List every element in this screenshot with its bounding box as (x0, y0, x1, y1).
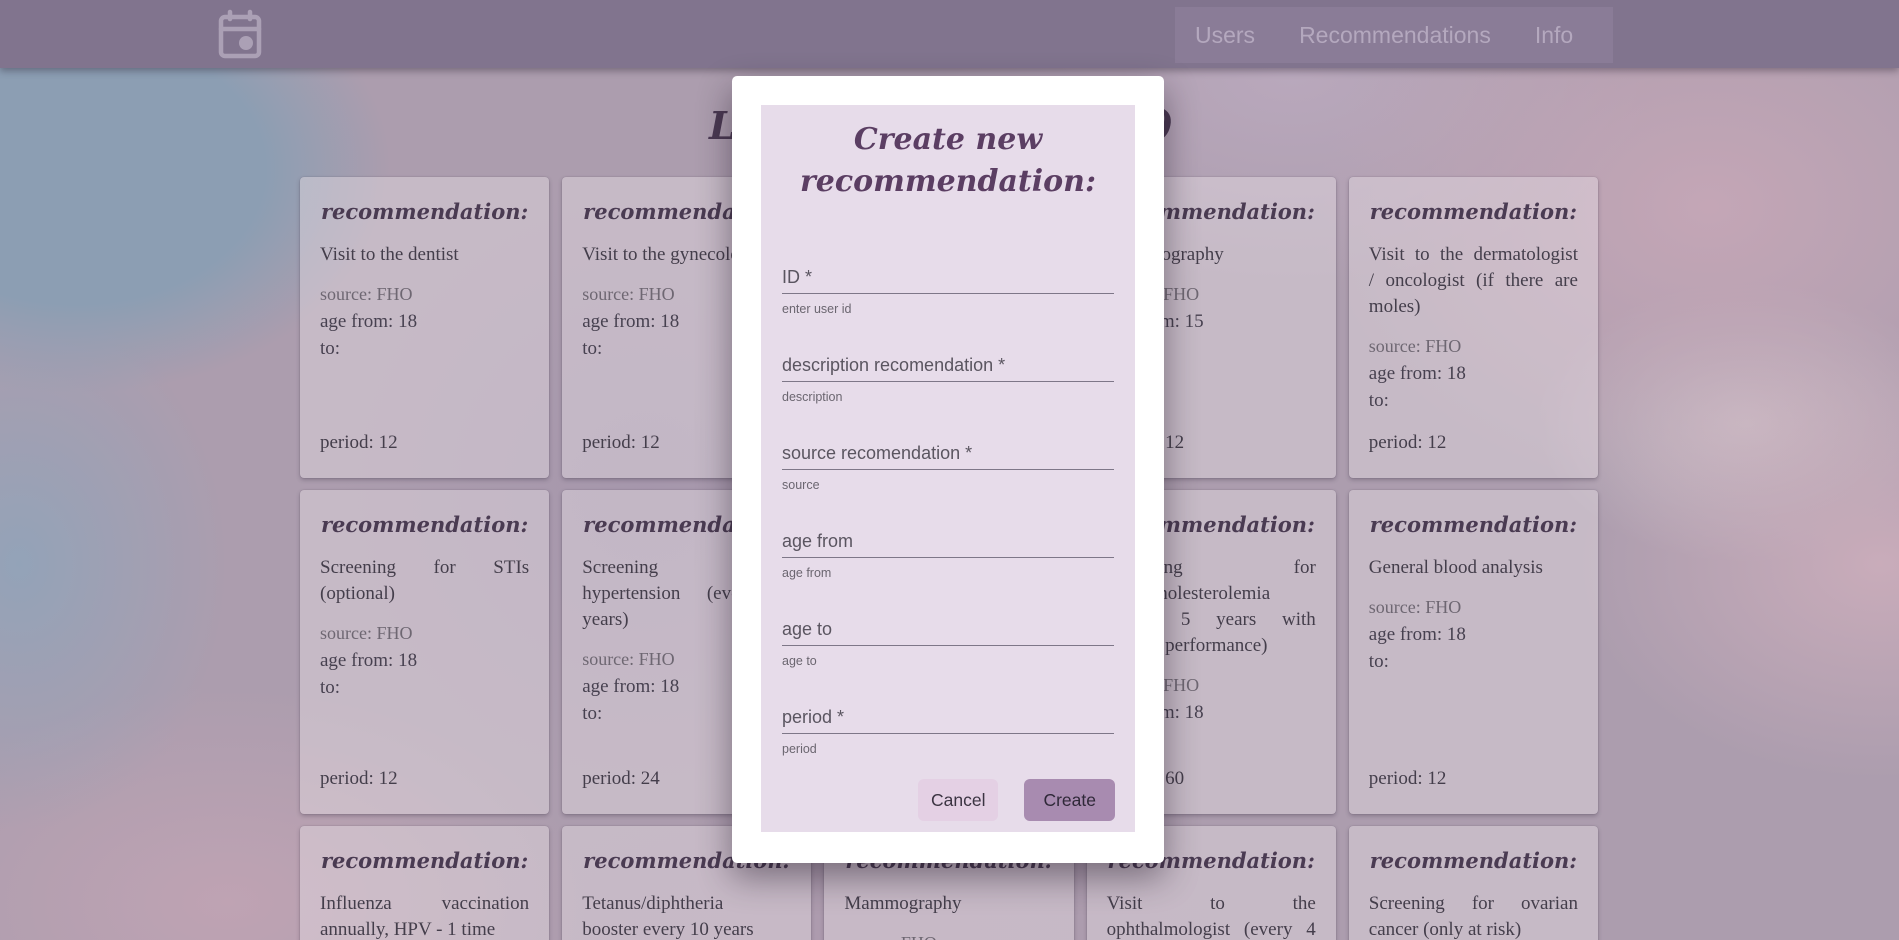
field-label: age to (782, 619, 833, 639)
card-description: Screening for ovarian cancer (only at risk) (1369, 891, 1578, 940)
description-line: Influenza vaccination (320, 893, 530, 914)
field-helper-text: description (782, 390, 843, 404)
card-heading: recommendation: (1369, 512, 1578, 537)
field-underline (782, 557, 1114, 558)
description-field[interactable]: description recomendation * description (782, 354, 1114, 405)
age-to-field[interactable]: age to age to (782, 618, 1114, 669)
description-line: ophthalmologist (every 4 (1106, 919, 1316, 940)
description-line: Screening for ovarian (1368, 893, 1578, 914)
description-line: annually, HPV - 1 time (320, 919, 496, 940)
dialog-title: Create new recommendation: (799, 122, 1097, 199)
field-helper-text: age to (782, 654, 817, 668)
description-line: years) (582, 609, 629, 630)
card-description: Mammography (844, 891, 1053, 917)
field-underline (782, 381, 1114, 382)
card-description: Visit to the dentist (320, 242, 529, 268)
card-heading: recommendation: (320, 199, 529, 224)
nav-link-users[interactable]: Users (1195, 21, 1256, 48)
card-period: period: 12 (320, 432, 398, 453)
card-period: period: 12 (582, 432, 660, 453)
card-heading: recommendation: (320, 848, 529, 873)
field-helper-text: period (782, 742, 817, 756)
description-line: Mammography (844, 893, 962, 914)
card-meta: source: FHO (844, 930, 1053, 940)
card-description: Tetanus/diphtheria booster every 10 years (582, 891, 791, 940)
nav-link-info[interactable]: Info (1534, 21, 1574, 48)
cancel-button[interactable]: Cancel (917, 779, 999, 821)
recommendation-card: recommendation: Visit to the dermatologist /… (1348, 177, 1598, 478)
field-underline (782, 293, 1114, 294)
field-helper-text: enter user id (782, 302, 852, 316)
field-helper-text: age from (782, 566, 832, 580)
card-description: Screening for STIs (optional) (320, 555, 529, 607)
card-description: Influenza vaccination annually, HPV - 1 ti… (320, 891, 529, 940)
recommendation-card: recommendation: Screening for ovarian cance… (1348, 826, 1598, 940)
recommendation-card: recommendation: Influenza vaccination annu… (300, 826, 550, 940)
field-underline (782, 645, 1114, 646)
source-field[interactable]: source recomendation * source (782, 442, 1114, 493)
age-from-field[interactable]: age from age from (782, 530, 1114, 581)
nav-link-recommendations[interactable]: Recommendations (1299, 21, 1491, 48)
event-calendar-icon[interactable] (212, 6, 268, 62)
card-heading: recommendation: (1369, 199, 1578, 224)
description-line: booster every 10 years (582, 919, 754, 940)
field-label: age from (782, 531, 854, 551)
create-recommendation-dialog: Create new recommendation: ID * enter us… (732, 76, 1164, 863)
dialog-fields: ID * enter user id description recomenda… (761, 266, 1135, 757)
description-line: (optional) (320, 583, 395, 604)
field-label: period * (782, 707, 845, 727)
card-heading: recommendation: (1369, 848, 1578, 873)
card-period: period: 12 (1368, 432, 1447, 453)
field-label: ID * (782, 267, 813, 287)
description-line: Screening (582, 557, 659, 578)
period-field[interactable]: period * period (782, 706, 1114, 757)
dialog-panel: Create new recommendation: ID * enter us… (761, 105, 1135, 832)
card-description: Visit to the dermatologist / oncologist (if the… (1369, 242, 1578, 320)
app-bar: Users Recommendations Info (0, 0, 1899, 68)
page-title-fragment-left: L (709, 103, 736, 148)
field-underline (782, 469, 1114, 470)
description-line: Visit to the gynecologist (582, 244, 768, 265)
recommendation-card: recommendation: Screening for STIs (optiona… (300, 490, 550, 814)
card-description: Visit to the gynecologist (582, 242, 791, 268)
field-label: source recomendation * (782, 443, 973, 463)
description-line: Tetanus/diphtheria (582, 893, 724, 914)
description-line: / oncologist (if there are (1368, 270, 1578, 291)
description-line: cancer (only at risk) (1368, 919, 1522, 940)
description-line: Visit to the dentist (320, 244, 459, 265)
card-heading: recommendation: (320, 512, 529, 537)
description-line: Visit to the dermatologist (1368, 244, 1578, 265)
field-underline (782, 733, 1114, 734)
create-button[interactable]: Create (1024, 779, 1115, 821)
card-period: period: 24 (582, 768, 660, 789)
description-line: General blood analysis (1368, 557, 1543, 578)
card-description: General blood analysis (1369, 555, 1578, 581)
description-line: moles) (1368, 296, 1421, 317)
id-field[interactable]: ID * enter user id (782, 266, 1114, 317)
description-line: Screening for STIs (320, 557, 530, 578)
dialog-actions: Cancel Create (917, 779, 1115, 821)
card-description: Visit to the ophthalmologist (every 4 (1107, 891, 1316, 940)
field-label: description recomendation * (782, 355, 1006, 375)
recommendation-card: recommendation: General blood analysis s… (1348, 490, 1598, 814)
description-line: Visit to the (1106, 893, 1316, 914)
field-helper-text: source (782, 478, 820, 492)
main-nav: Users Recommendations Info (1175, 7, 1613, 63)
card-period: period: 12 (1368, 768, 1447, 789)
card-period: period: 12 (320, 768, 398, 789)
recommendation-card: recommendation: Visit to the dentist sou… (300, 177, 550, 478)
